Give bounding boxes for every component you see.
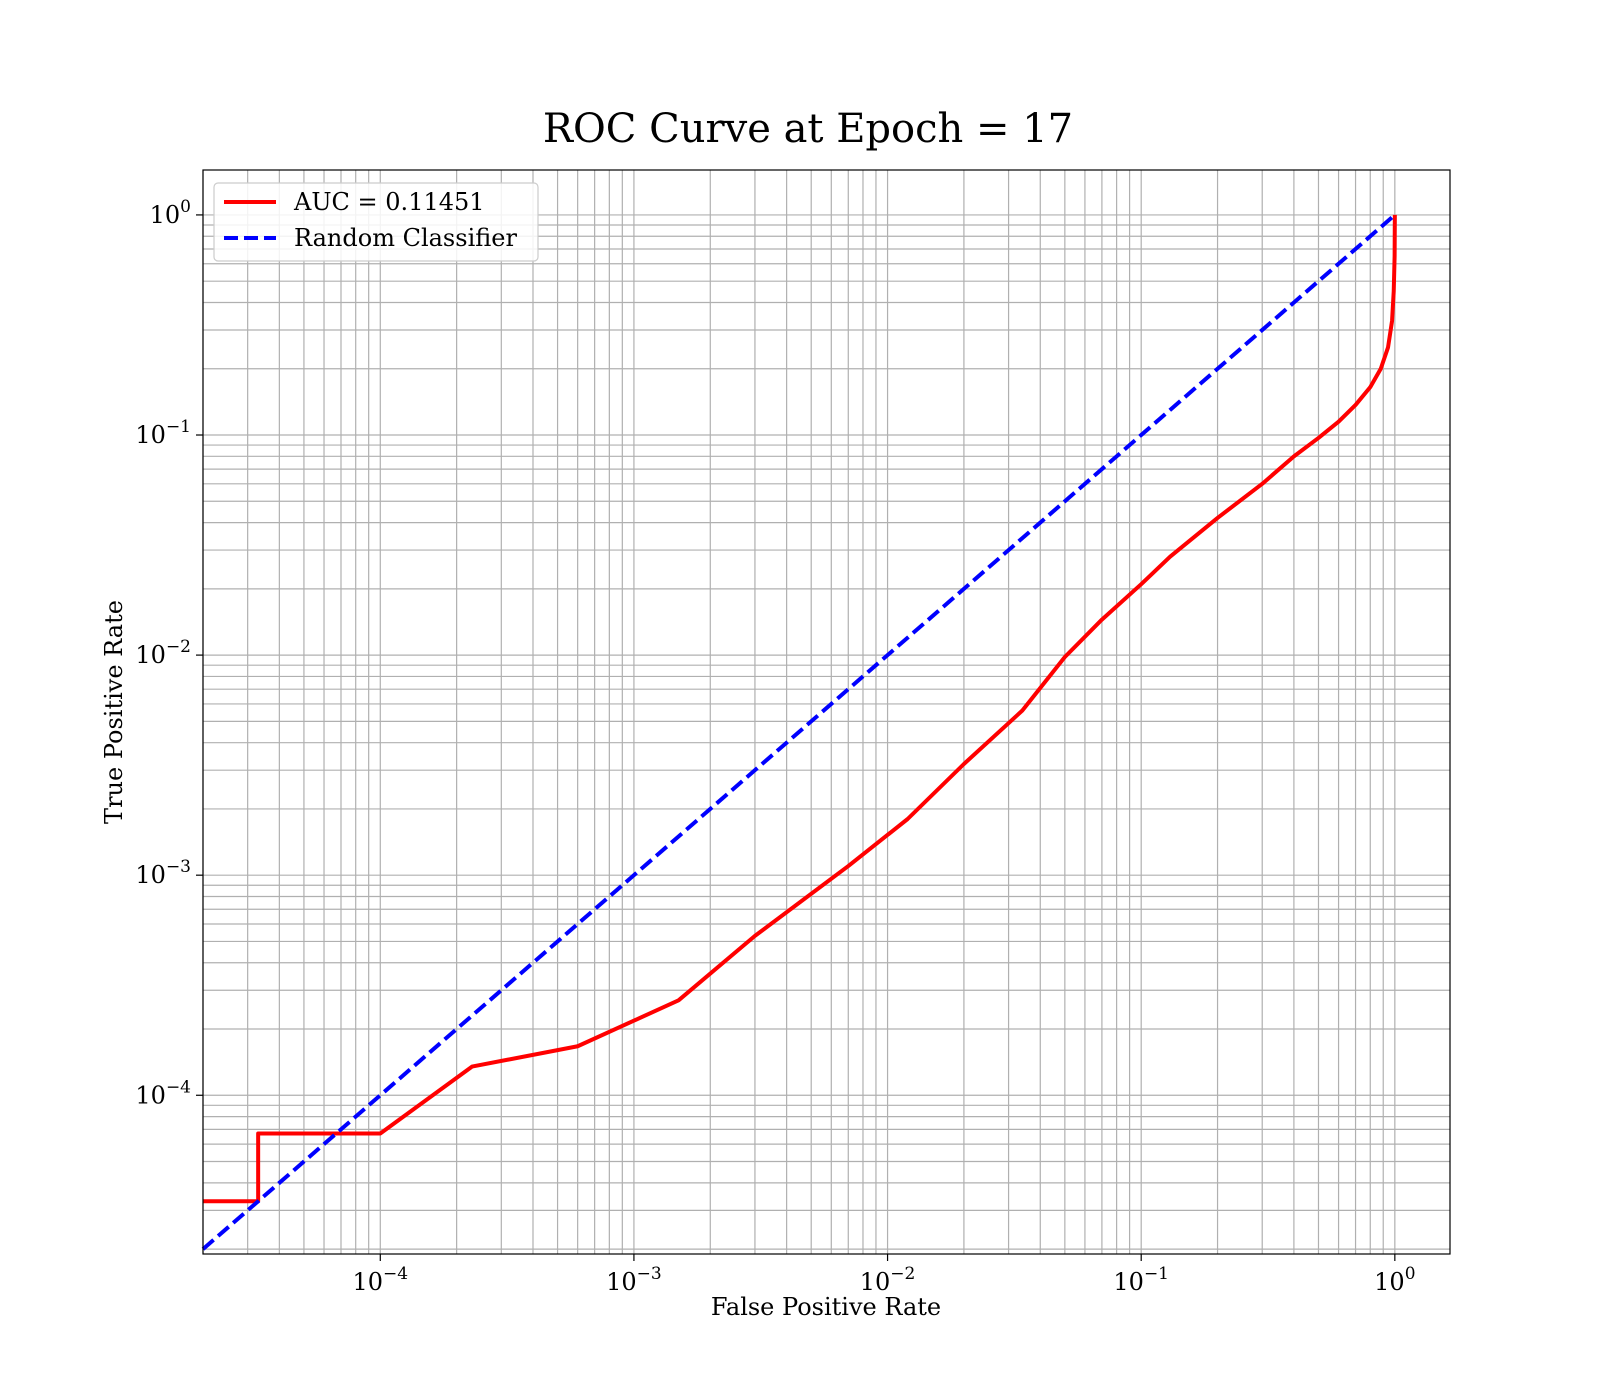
x-axis-label: False Positive Rate xyxy=(711,1293,941,1321)
legend-label-roc: AUC = 0.11451 xyxy=(293,188,485,216)
y-axis-label: True Positive Rate xyxy=(100,600,128,824)
legend-label-random: Random Classifier xyxy=(294,224,517,252)
y-tick-label: 10−1 xyxy=(135,417,191,449)
series-lines xyxy=(201,213,1397,1251)
legend: AUC = 0.11451 Random Classifier xyxy=(213,182,539,262)
y-tick-label: 100 xyxy=(150,197,191,229)
legend-box xyxy=(213,182,539,262)
y-tick-label: 10−3 xyxy=(135,857,191,889)
x-tick-label: 10−3 xyxy=(606,1264,662,1296)
plot-frame xyxy=(202,169,1451,1255)
y-tick-label: 10−4 xyxy=(135,1077,191,1109)
x-tick-label: 10−2 xyxy=(860,1264,916,1296)
x-tick-label: 10−1 xyxy=(1113,1264,1169,1296)
roc-curve-line xyxy=(203,214,1397,1204)
y-tick-label: 10−2 xyxy=(135,637,191,669)
x-tick-label: 10−4 xyxy=(352,1264,408,1296)
x-axis-ticks: 10−4 10−3 10−2 10−1 100 xyxy=(352,1254,1416,1296)
y-axis-ticks: 10−4 10−3 10−2 10−1 100 xyxy=(135,197,203,1109)
chart-title: ROC Curve at Epoch = 17 xyxy=(543,106,1073,152)
x-tick-label: 100 xyxy=(1374,1264,1415,1296)
grid-lines xyxy=(202,170,1450,1254)
random-classifier-line xyxy=(201,213,1397,1251)
